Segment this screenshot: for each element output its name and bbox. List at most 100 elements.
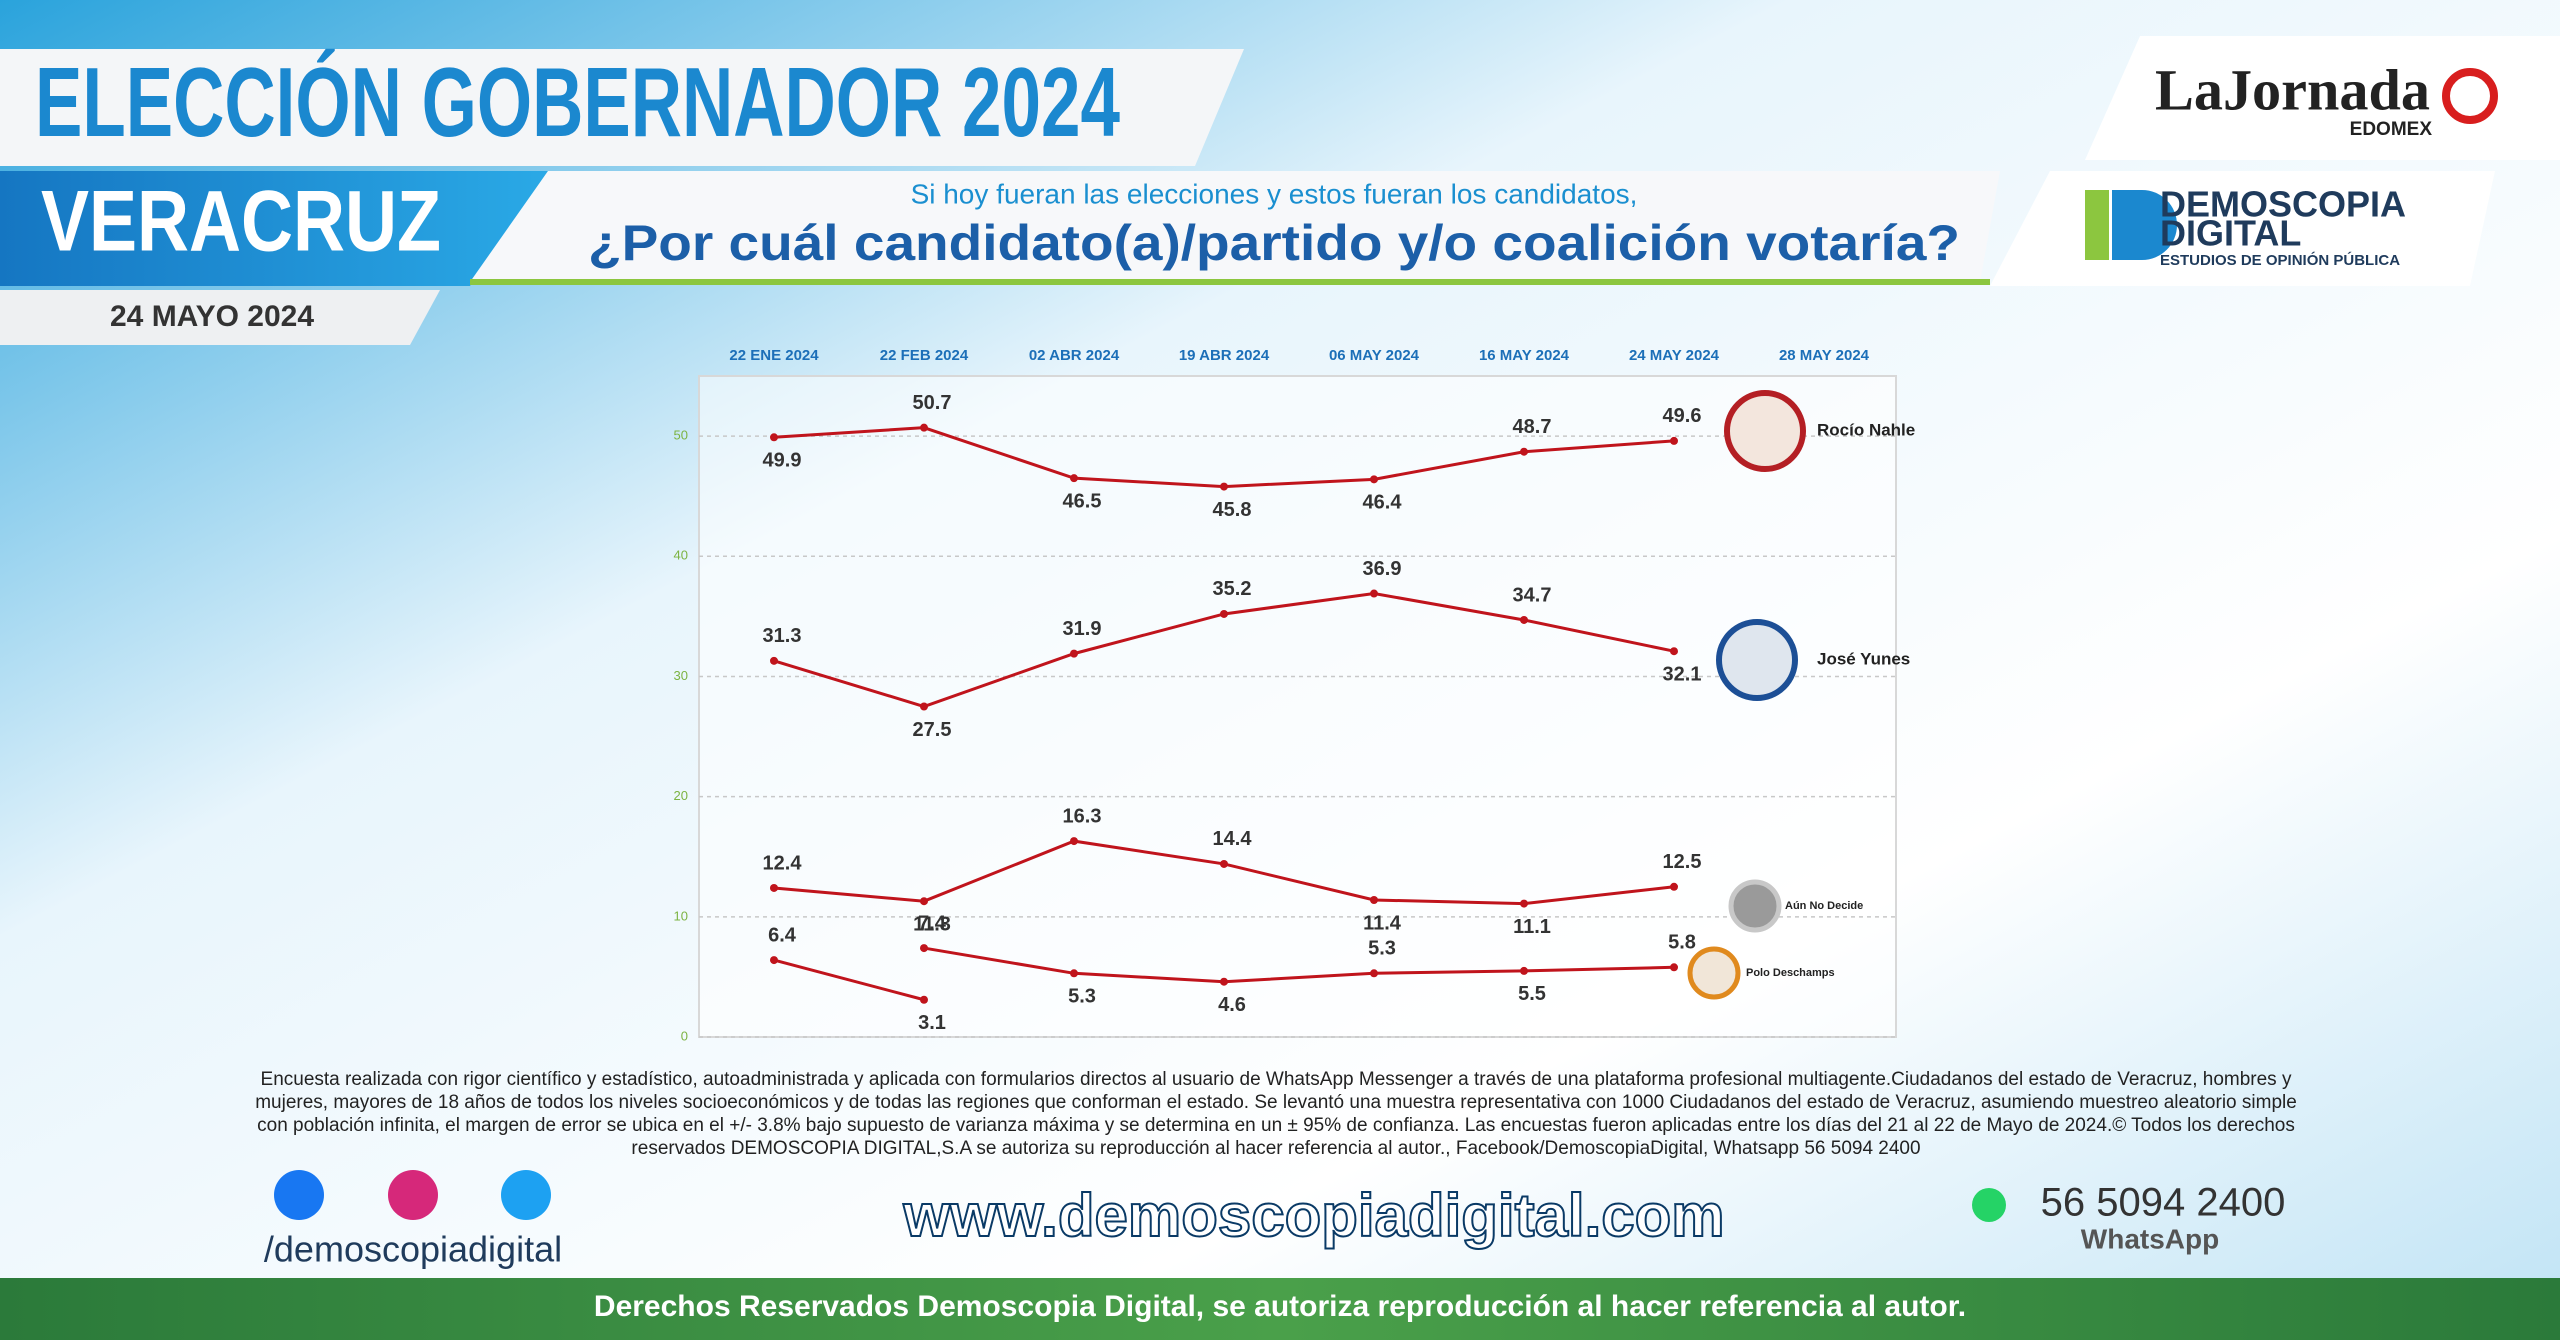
legend-label: Rocío Nahle (1817, 420, 1915, 439)
y-tick-label: 50 (674, 428, 688, 443)
legend-label: José Yunes (1817, 649, 1910, 668)
point (1670, 647, 1678, 656)
point (920, 944, 928, 953)
state-banner (0, 171, 548, 286)
brand-2: DIGITAL (2160, 213, 2301, 254)
data-label: 11.3 (913, 913, 951, 935)
point (920, 995, 928, 1004)
data-label: 5.3 (1368, 938, 1396, 960)
data-label: 16.3 (1063, 805, 1102, 827)
date-banner (0, 290, 440, 345)
brand-banner (2085, 36, 2560, 160)
point (1220, 482, 1228, 491)
state: VERACRUZ (41, 174, 441, 270)
data-label: 36.9 (1363, 558, 1402, 580)
x-tick-label: 24 MAY 2024 (1629, 347, 1720, 364)
point (1370, 895, 1378, 904)
data-label: 50.7 (913, 392, 952, 414)
data-label: 49.9 (763, 450, 802, 472)
data-label: 35.2 (1213, 578, 1252, 600)
x-tick-label: 06 MAY 2024 (1329, 347, 1420, 364)
data-label: 48.7 (1513, 416, 1552, 438)
data-label: 5.5 (1518, 983, 1546, 1005)
whatsapp-icon (1972, 1188, 2006, 1222)
data-label: 14.4 (1213, 828, 1253, 850)
point (920, 702, 928, 711)
avatar (1724, 390, 1806, 472)
note-line: reservados DEMOSCOPIA DIGITAL,S.A se aut… (631, 1138, 1920, 1159)
x-tick-label: 16 MAY 2024 (1479, 347, 1570, 364)
x-tick-label: 28 MAY 2024 (1779, 347, 1870, 364)
point (1670, 963, 1678, 972)
data-label: 12.5 (1663, 851, 1702, 873)
point (770, 956, 778, 965)
point (1370, 589, 1378, 598)
y-tick-label: 0 (681, 1028, 688, 1043)
data-label: 12.4 (763, 852, 803, 874)
avatar (1728, 879, 1782, 933)
social-handle: /demoscopiadigital (264, 1229, 562, 1270)
brand-sub: EDOMEX (2350, 119, 2433, 140)
question-underline (470, 279, 1990, 285)
question: ¿Por cuál candidato(a)/partido y/o coali… (588, 215, 1960, 271)
website[interactable]: www.demoscopiadigital.com (901, 1181, 1725, 1250)
point (1070, 474, 1078, 483)
x-tick-label: 22 ENE 2024 (729, 347, 819, 364)
point (1520, 899, 1528, 908)
data-label: 32.1 (1663, 663, 1702, 685)
rights: Derechos Reservados Demoscopia Digital, … (594, 1290, 1966, 1323)
point (770, 656, 778, 665)
data-label: 6.4 (768, 924, 797, 946)
question-intro: Si hoy fueran las elecciones y estos fue… (911, 178, 1638, 209)
data-label: 11.4 (1363, 912, 1402, 934)
logo-mark (2112, 190, 2177, 260)
point (1220, 609, 1228, 618)
brand-2-sub: ESTUDIOS DE OPINIÓN PÚBLICA (2160, 251, 2400, 269)
data-label: 46.4 (1363, 492, 1403, 514)
data-label: 34.7 (1513, 584, 1552, 606)
data-label: 11.1 (1513, 916, 1551, 938)
point (1220, 977, 1228, 986)
instagram-icon[interactable] (388, 1170, 438, 1220)
point (1370, 475, 1378, 484)
data-label: 5.3 (1068, 986, 1096, 1008)
data-label: 46.5 (1063, 490, 1102, 512)
date: 24 MAYO 2024 (110, 300, 314, 333)
avatar (1687, 946, 1741, 1000)
point (1070, 837, 1078, 846)
point (1070, 969, 1078, 978)
facebook-icon[interactable] (274, 1170, 324, 1220)
note-line: Encuesta realizada con rigor científico … (261, 1069, 2292, 1090)
note-line: con población infinita, el margen de err… (257, 1115, 2295, 1136)
point (1520, 447, 1528, 456)
twitter-icon[interactable] (501, 1170, 551, 1220)
point (920, 423, 928, 432)
y-tick-label: 10 (674, 908, 688, 923)
point (1670, 436, 1678, 445)
plot-area (698, 375, 1897, 1038)
series-line (773, 958, 925, 1002)
y-tick-label: 30 (674, 668, 688, 683)
data-label: 7.4 (918, 912, 947, 934)
point (1520, 615, 1528, 624)
phone: 56 5094 2400 (2041, 1181, 2286, 1225)
data-label: 45.8 (1213, 499, 1252, 521)
series-line (923, 946, 1675, 984)
avatar (1716, 619, 1798, 701)
data-label: 5.8 (1668, 932, 1696, 954)
brand-icon (2442, 68, 2498, 124)
data-label: 3.1 (918, 1012, 946, 1034)
point (1070, 649, 1078, 658)
data-label: 49.6 (1663, 405, 1702, 427)
legend-label: Polo Deschamps (1746, 967, 1835, 979)
point (1520, 966, 1528, 975)
plot: 0 10 20 30 40 50 22 ENE 2024 22 FEB 2024 02 ABR … (674, 347, 1916, 1043)
x-tick-label: 19 ABR 2024 (1179, 347, 1270, 364)
y-tick-label: 20 (674, 788, 688, 803)
phone-label: WhatsApp (2081, 1223, 2219, 1254)
note-line: mujeres, mayores de 18 años de todos los… (255, 1092, 2297, 1113)
x-tick-label: 22 FEB 2024 (880, 347, 969, 364)
point (1220, 859, 1228, 868)
x-tick-label: 02 ABR 2024 (1029, 347, 1120, 364)
